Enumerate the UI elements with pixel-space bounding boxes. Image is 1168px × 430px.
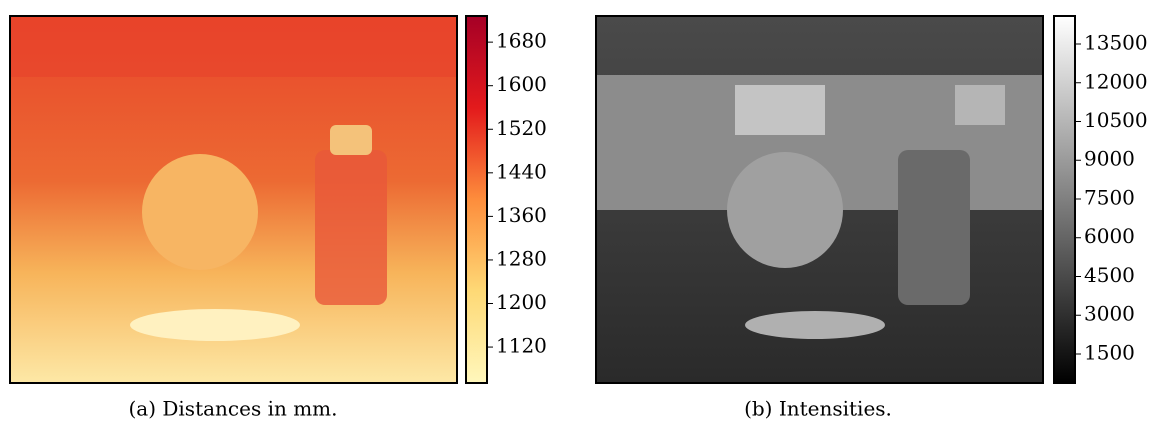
colorbar-tick-label: 1500 (1084, 340, 1135, 364)
intensity-image (596, 16, 1043, 383)
colorbar-tick-label: 1280 (496, 246, 547, 270)
caption: (b) Intensities. (744, 397, 892, 421)
colorbar-tick-label: 10500 (1084, 108, 1148, 132)
colorbar-tick-label: 1120 (496, 334, 547, 358)
colorbar (466, 16, 487, 383)
caption: (a) Distances in mm. (128, 397, 337, 421)
colorbar-tick-label: 1200 (496, 290, 547, 314)
colorbar-tick-label: 1600 (496, 72, 547, 96)
figure: 1120 1200 1280 1360 1440 1520 1600 1680 (a) Dist… (0, 0, 1168, 426)
colorbar-tick-label: 3000 (1084, 302, 1135, 326)
colorbar-tick-label: 4500 (1084, 263, 1135, 287)
colorbar-tick-label: 7500 (1084, 185, 1135, 209)
colorbar-tick-label: 1520 (496, 116, 547, 140)
depth-image (10, 16, 457, 383)
colorbar-tick-label: 6000 (1084, 224, 1135, 248)
colorbar-tick-label: 9000 (1084, 147, 1135, 171)
colorbar-tick-label: 13500 (1084, 31, 1148, 55)
colorbar-tick-label: 1440 (496, 159, 547, 183)
colorbar (1054, 16, 1075, 383)
colorbar-tick-label: 1680 (496, 29, 547, 53)
colorbar-tick-label: 1360 (496, 203, 547, 227)
colorbar-tick-label: 12000 (1084, 69, 1148, 93)
